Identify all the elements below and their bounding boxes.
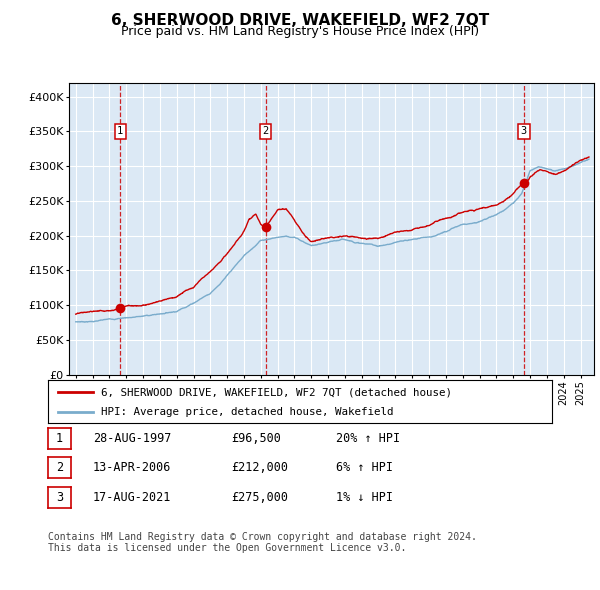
Text: £212,000: £212,000 [231,461,288,474]
Text: 6% ↑ HPI: 6% ↑ HPI [336,461,393,474]
Text: 3: 3 [521,126,527,136]
Text: 28-AUG-1997: 28-AUG-1997 [93,432,172,445]
Text: 2: 2 [262,126,269,136]
Text: 13-APR-2006: 13-APR-2006 [93,461,172,474]
Text: 1: 1 [56,432,63,445]
Text: £275,000: £275,000 [231,491,288,504]
Text: £96,500: £96,500 [231,432,281,445]
Text: 1% ↓ HPI: 1% ↓ HPI [336,491,393,504]
Text: 17-AUG-2021: 17-AUG-2021 [93,491,172,504]
Text: HPI: Average price, detached house, Wakefield: HPI: Average price, detached house, Wake… [101,407,394,417]
Text: 1: 1 [117,126,124,136]
Text: 20% ↑ HPI: 20% ↑ HPI [336,432,400,445]
Text: 6, SHERWOOD DRIVE, WAKEFIELD, WF2 7QT: 6, SHERWOOD DRIVE, WAKEFIELD, WF2 7QT [111,13,489,28]
Text: Price paid vs. HM Land Registry's House Price Index (HPI): Price paid vs. HM Land Registry's House … [121,25,479,38]
Text: 6, SHERWOOD DRIVE, WAKEFIELD, WF2 7QT (detached house): 6, SHERWOOD DRIVE, WAKEFIELD, WF2 7QT (d… [101,387,452,397]
Text: Contains HM Land Registry data © Crown copyright and database right 2024.: Contains HM Land Registry data © Crown c… [48,532,477,542]
Text: 3: 3 [56,491,63,504]
Text: This data is licensed under the Open Government Licence v3.0.: This data is licensed under the Open Gov… [48,543,406,553]
Text: 2: 2 [56,461,63,474]
